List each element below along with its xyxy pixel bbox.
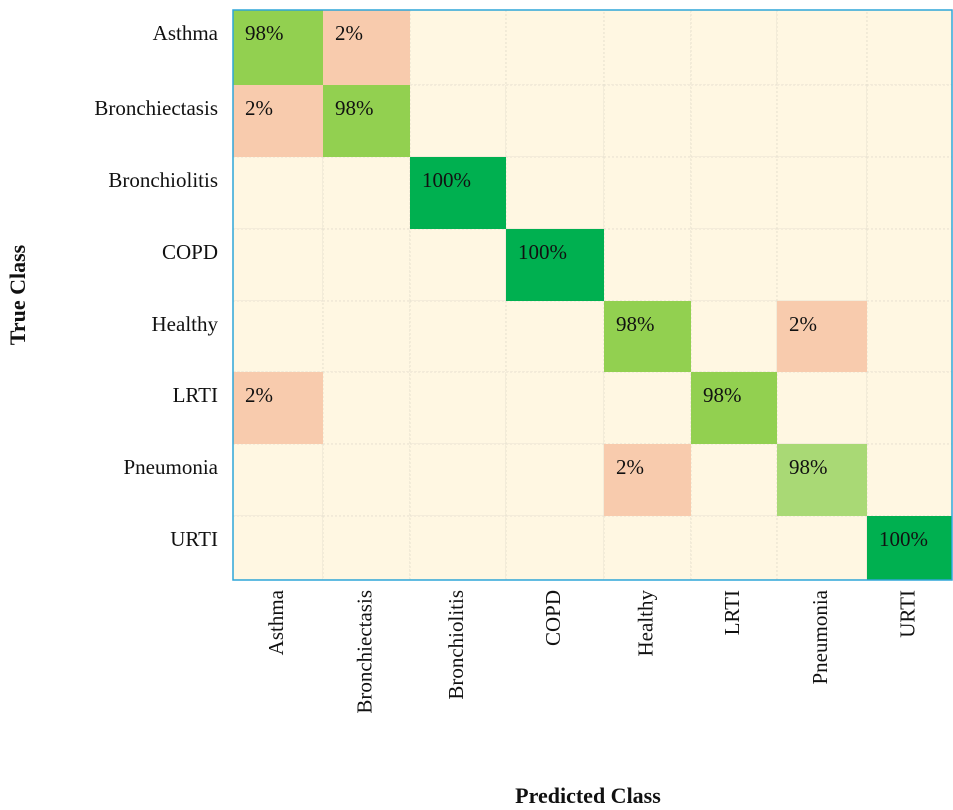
cell-label: 2%: [245, 383, 273, 407]
empty-cell: [866, 9, 953, 86]
cell-label: 2%: [789, 312, 817, 336]
cell: [233, 10, 323, 85]
y-tick-label: URTI: [170, 527, 218, 551]
cell-label: 98%: [335, 96, 374, 120]
empty-cell: [232, 156, 324, 230]
cell: [867, 516, 952, 580]
empty-cell: [603, 84, 692, 158]
empty-cell: [409, 371, 507, 445]
empty-cell: [505, 9, 605, 86]
empty-cell: [322, 443, 411, 517]
cell-label: 98%: [703, 383, 742, 407]
empty-cell: [690, 300, 778, 373]
cell: [323, 85, 410, 157]
empty-cell: [232, 228, 324, 302]
empty-cell: [322, 515, 411, 581]
x-tick-label: Pneumonia: [808, 589, 832, 684]
empty-cell: [603, 228, 692, 302]
plot-border: [232, 9, 953, 581]
cell: [233, 85, 323, 157]
cell-label: 98%: [245, 21, 284, 45]
cell: [691, 372, 777, 444]
empty-cell: [866, 84, 953, 158]
empty-cell: [232, 443, 324, 517]
y-tick-label: LRTI: [173, 383, 218, 407]
cell: [604, 301, 691, 372]
cell-label: 100%: [518, 240, 567, 264]
cell: [604, 444, 691, 516]
cell-label: 98%: [789, 455, 828, 479]
empty-cell: [322, 228, 411, 302]
cell: [777, 444, 867, 516]
empty-cell: [776, 9, 868, 86]
cell-label: 98%: [616, 312, 655, 336]
empty-cell: [322, 156, 411, 230]
empty-cell: [690, 515, 778, 581]
cell: [410, 157, 506, 229]
x-tick-label: LRTI: [720, 590, 744, 635]
empty-cell: [322, 371, 411, 445]
empty-cell: [776, 228, 868, 302]
empty-cell: [505, 371, 605, 445]
y-tick-label: Asthma: [153, 21, 219, 45]
y-tick-label: Healthy: [152, 312, 219, 336]
empty-cell: [409, 84, 507, 158]
cell-label: 100%: [879, 527, 928, 551]
empty-cell: [232, 300, 324, 373]
empty-cell: [690, 9, 778, 86]
empty-cell: [690, 156, 778, 230]
empty-cell: [866, 443, 953, 517]
empty-cell: [690, 443, 778, 517]
y-tick-label: Bronchiolitis: [108, 168, 218, 192]
empty-cell: [409, 443, 507, 517]
x-tick-label: Bronchiolitis: [444, 590, 468, 700]
empty-cell: [866, 228, 953, 302]
empty-cell: [505, 84, 605, 158]
cell: [323, 10, 410, 85]
empty-cell: [690, 228, 778, 302]
empty-cell: [409, 9, 507, 86]
x-tick-label: Asthma: [264, 589, 288, 655]
empty-cell: [603, 9, 692, 86]
empty-cell: [866, 300, 953, 373]
empty-cell: [866, 371, 953, 445]
y-axis-label: True Class: [5, 244, 30, 345]
empty-cell: [603, 371, 692, 445]
cell: [777, 301, 867, 372]
empty-cell: [505, 156, 605, 230]
y-tick-label: Pneumonia: [124, 455, 219, 479]
empty-cell: [776, 156, 868, 230]
x-tick-label: COPD: [541, 590, 565, 646]
y-tick-label: COPD: [162, 240, 218, 264]
empty-cell: [505, 515, 605, 581]
empty-cell: [603, 156, 692, 230]
empty-cell: [232, 515, 324, 581]
empty-cell: [322, 300, 411, 373]
empty-cell: [690, 84, 778, 158]
empty-cell: [505, 300, 605, 373]
x-tick-label: Bronchiectasis: [352, 590, 376, 714]
empty-cell: [866, 156, 953, 230]
empty-cell: [603, 515, 692, 581]
cell-label: 100%: [422, 168, 471, 192]
empty-cell: [505, 443, 605, 517]
cell-label: 2%: [245, 96, 273, 120]
cell-label: 2%: [616, 455, 644, 479]
cell: [233, 372, 323, 444]
empty-cell: [409, 515, 507, 581]
empty-cell: [409, 300, 507, 373]
y-tick-label: Bronchiectasis: [94, 96, 218, 120]
empty-cell: [776, 371, 868, 445]
cell-label: 2%: [335, 21, 363, 45]
empty-cell: [409, 228, 507, 302]
cell: [506, 229, 604, 301]
x-tick-label: URTI: [895, 590, 919, 638]
empty-cell: [776, 515, 868, 581]
x-tick-label: Healthy: [633, 590, 657, 657]
empty-cell: [776, 84, 868, 158]
x-axis-label: Predicted Class: [515, 783, 661, 808]
